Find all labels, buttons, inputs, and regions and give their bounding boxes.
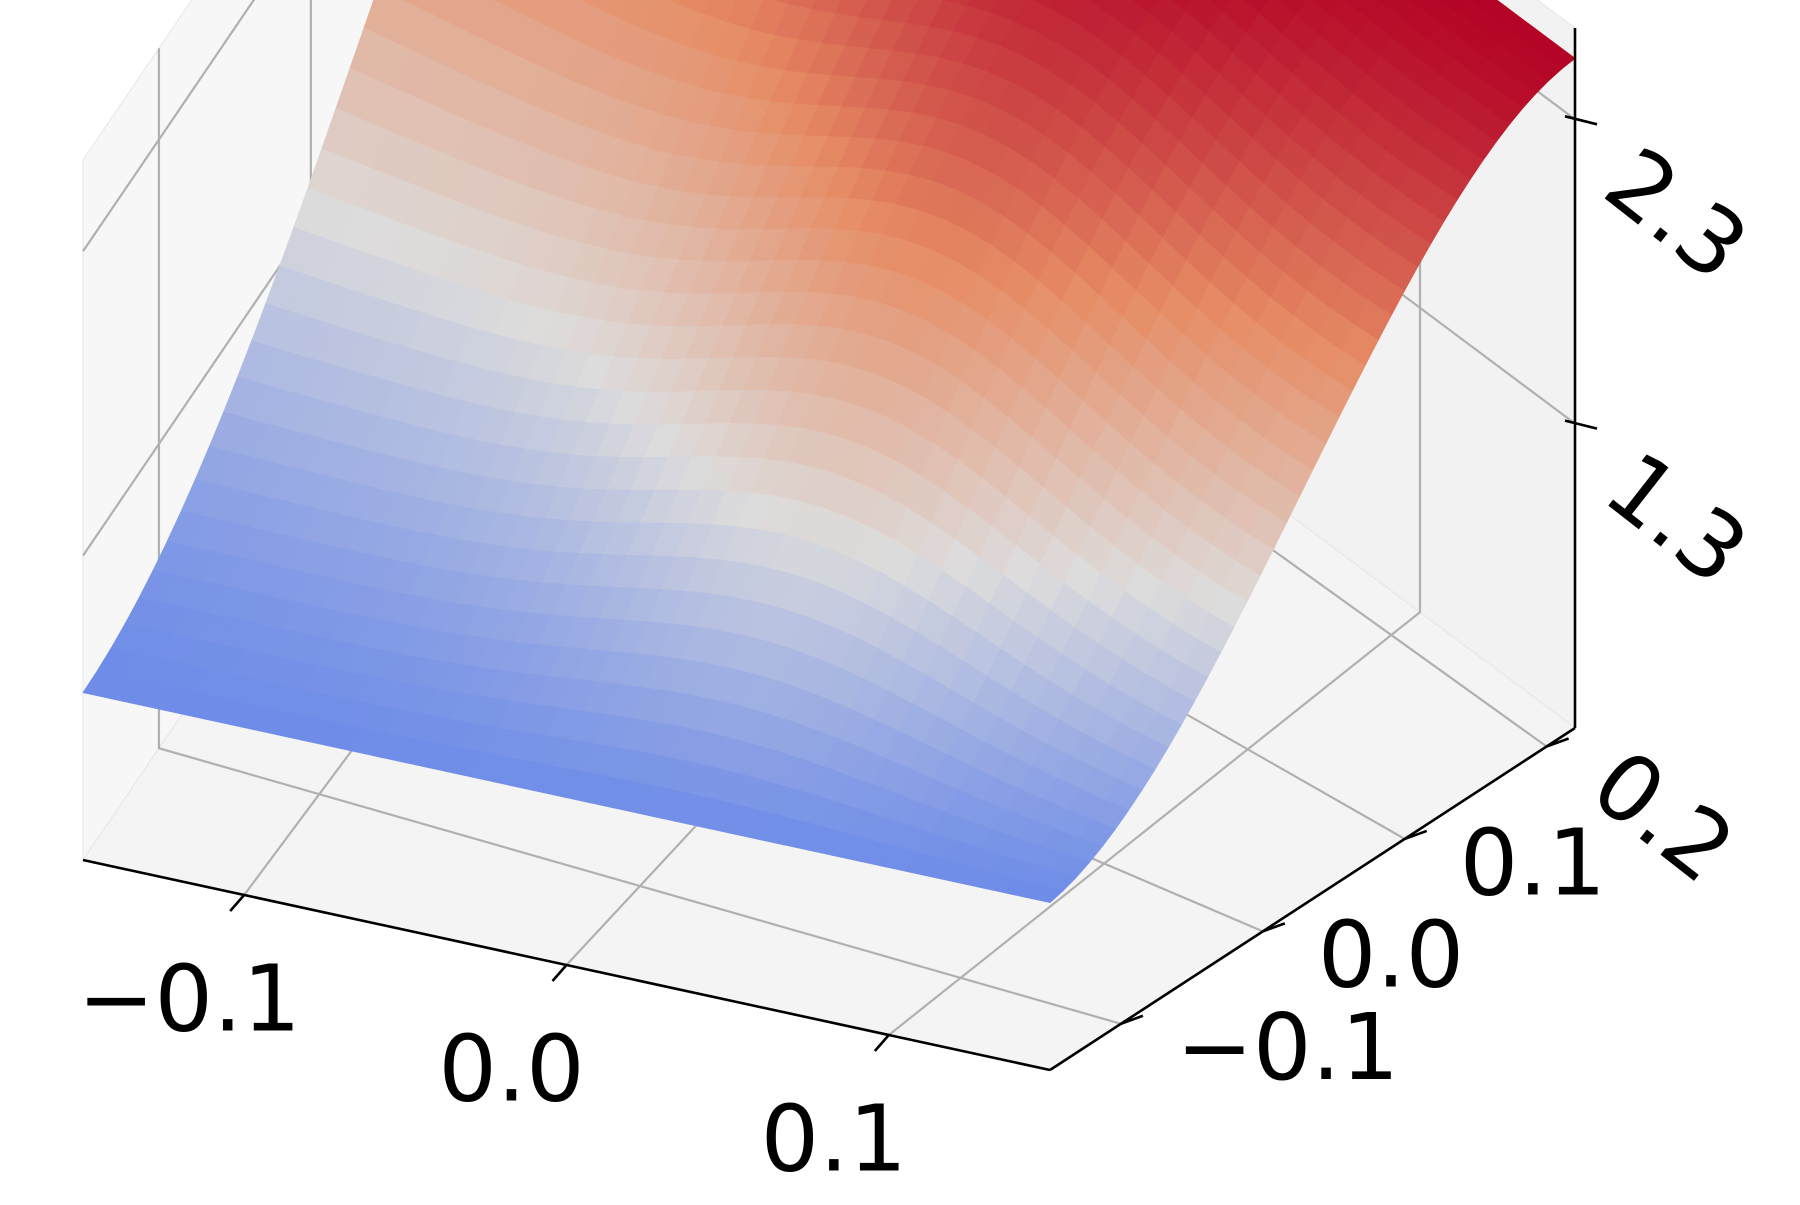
y-tick-label: 0.0 [1318, 902, 1464, 1009]
y-tick-label: 0.1 [1460, 809, 1606, 916]
x-tick-1 [553, 965, 567, 981]
z-tick-label: 1.3 [1586, 432, 1767, 606]
x-tick-2 [875, 1035, 889, 1051]
x-tick-0 [230, 895, 244, 911]
x-tick-label: −0.1 [77, 945, 300, 1052]
x-tick-label: 0.1 [761, 1085, 907, 1192]
y-tick-label: −0.1 [1176, 994, 1399, 1101]
x-tick-label: 0.0 [438, 1015, 584, 1122]
z-tick-label: 2.3 [1586, 127, 1767, 301]
